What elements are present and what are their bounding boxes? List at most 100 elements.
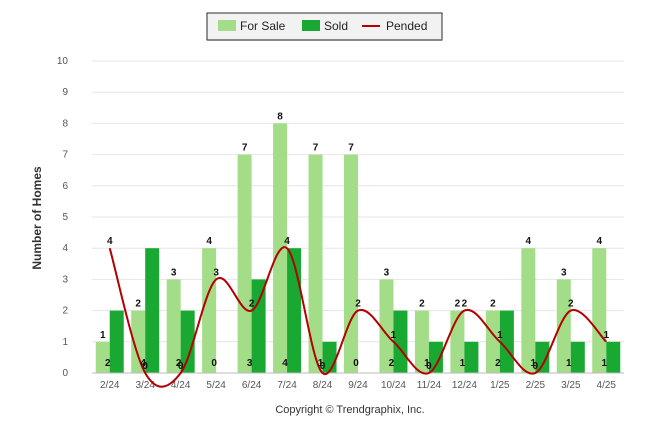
bar-sold <box>109 310 124 373</box>
y-tick-label: 8 <box>62 118 68 129</box>
legend-swatch-for-sale <box>218 20 236 31</box>
x-tick-label: 4/24 <box>171 380 191 391</box>
legend-box <box>206 12 443 41</box>
data-label-sold: 1 <box>601 358 607 369</box>
y-tick-label: 9 <box>62 87 68 98</box>
bar-for-sale <box>414 310 429 373</box>
data-label-for-sale: 7 <box>242 143 248 154</box>
bar-sold <box>180 310 195 373</box>
data-label-sold: 0 <box>211 358 217 369</box>
x-tick-label: 10/24 <box>381 380 406 391</box>
bar-for-sale <box>556 279 571 373</box>
data-label-for-sale: 2 <box>135 299 141 310</box>
data-label-for-sale: 3 <box>171 267 177 278</box>
data-label-sold: 0 <box>353 358 359 369</box>
bar-for-sale <box>379 279 394 373</box>
x-tick-label: 2/25 <box>526 380 546 391</box>
data-label-for-sale: 4 <box>596 236 602 247</box>
data-label-sold: 1 <box>460 358 466 369</box>
copyright-text: Copyright © Trendgraphix, Inc. <box>275 404 424 416</box>
y-axis-ticks: 0 1 2 3 4 5 6 7 8 9 10 <box>57 56 69 379</box>
data-label-pended: 2 <box>568 299 574 310</box>
bar-sold <box>535 341 550 373</box>
legend-label-sold: Sold <box>324 19 348 33</box>
data-label-sold: 2 <box>105 358 111 369</box>
legend-swatch-sold <box>302 20 320 31</box>
data-label-pended: 2 <box>462 299 468 310</box>
bar-sold <box>428 341 443 373</box>
y-tick-label: 2 <box>62 306 68 317</box>
bar-sold <box>499 310 514 373</box>
y-tick-label: 6 <box>62 181 68 192</box>
data-label-pended: 0 <box>320 361 326 372</box>
x-tick-label: 6/24 <box>242 380 262 391</box>
data-label-for-sale: 2 <box>419 299 425 310</box>
legend-label-for-sale: For Sale <box>240 19 286 33</box>
bar-sold <box>251 279 266 373</box>
x-axis-ticks: 2/24 3/24 4/24 5/24 6/24 7/24 8/24 9/24 10/24 11/… <box>100 380 616 391</box>
bar-sold <box>570 341 585 373</box>
pended-line-layer <box>108 246 607 388</box>
x-tick-label: 9/24 <box>348 380 368 391</box>
bar-for-sale <box>95 341 110 373</box>
data-label-pended: 2 <box>355 299 361 310</box>
data-label-for-sale: 4 <box>526 236 532 247</box>
bar-for-sale <box>485 310 500 373</box>
bar-for-sale <box>131 310 146 373</box>
bar-sold <box>393 310 408 373</box>
data-label-sold: 2 <box>176 358 182 369</box>
data-label-pended: 2 <box>249 299 255 310</box>
y-tick-label: 3 <box>62 274 68 285</box>
bar-sold <box>606 341 621 373</box>
y-axis-label: Number of Homes <box>30 166 44 270</box>
data-label-pended: 0 <box>178 361 184 372</box>
data-label-for-sale: 3 <box>561 267 567 278</box>
x-tick-label: 7/24 <box>277 380 297 391</box>
x-tick-label: 2/24 <box>100 380 120 391</box>
data-label-sold: 1 <box>566 358 572 369</box>
y-tick-label: 10 <box>57 56 69 67</box>
bar-for-sale <box>344 154 358 373</box>
data-label-pended: 1 <box>497 330 503 341</box>
y-tick-label: 1 <box>62 337 68 348</box>
data-label-sold: 1 <box>318 358 324 369</box>
data-label-sold: 4 <box>140 358 146 369</box>
bar-for-sale <box>202 248 217 373</box>
data-label-pended: 4 <box>284 236 290 247</box>
data-label-for-sale: 2 <box>455 299 461 310</box>
pended-line <box>108 246 607 388</box>
y-tick-label: 7 <box>62 150 68 161</box>
x-tick-label: 5/24 <box>206 380 226 391</box>
data-label-sold: 2 <box>389 358 395 369</box>
data-label-sold: 2 <box>495 358 501 369</box>
bar-for-sale <box>237 154 252 373</box>
bars <box>95 123 621 374</box>
data-label-for-sale: 2 <box>490 299 496 310</box>
data-label-pended: 0 <box>533 361 539 372</box>
bar-sold <box>145 248 160 373</box>
bar-for-sale <box>521 248 536 373</box>
y-tick-label: 0 <box>62 368 68 379</box>
x-tick-label: 8/24 <box>313 380 333 391</box>
bar-sold <box>464 341 479 373</box>
bar-for-sale <box>273 123 288 374</box>
data-label-pended: 1 <box>603 330 609 341</box>
data-label-for-sale: 7 <box>313 143 319 154</box>
data-label-sold: 3 <box>247 358 253 369</box>
data-label-pended: 4 <box>107 236 113 247</box>
data-label-for-sale: 3 <box>384 267 390 278</box>
legend-label-pended: Pended <box>386 19 427 33</box>
x-tick-label: 3/24 <box>135 380 155 391</box>
x-tick-label: 1/25 <box>490 380 510 391</box>
bar-for-sale <box>592 248 607 373</box>
data-label-pended: 3 <box>213 267 219 278</box>
x-tick-label: 12/24 <box>452 380 477 391</box>
x-tick-label: 4/25 <box>597 380 617 391</box>
data-label-pended: 1 <box>391 330 397 341</box>
data-label-for-sale: 7 <box>348 143 354 154</box>
data-label-pended: 0 <box>142 361 148 372</box>
data-label-sold: 4 <box>282 358 288 369</box>
data-label-for-sale: 1 <box>100 330 106 341</box>
